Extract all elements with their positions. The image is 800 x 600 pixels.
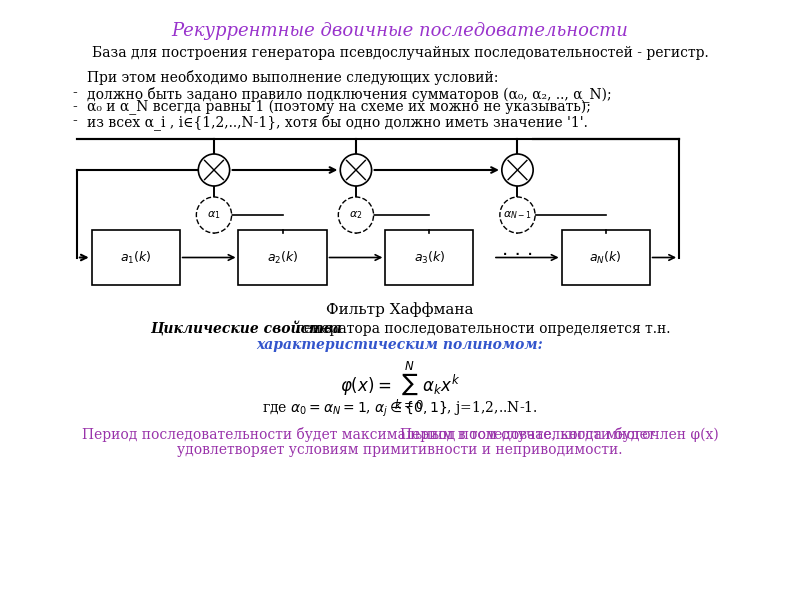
Text: α₀ и α_N всегда равны 1 (поэтому на схеме их можно не указывать);: α₀ и α_N всегда равны 1 (поэтому на схем… <box>86 100 590 115</box>
Bar <box>562 230 650 285</box>
Text: $a_2(k)$: $a_2(k)$ <box>266 250 298 266</box>
Text: При этом необходимо выполнение следующих условий:: При этом необходимо выполнение следующих… <box>86 70 498 85</box>
Circle shape <box>196 197 232 233</box>
Text: Циклические свойства: Циклические свойства <box>150 322 342 337</box>
Text: База для построения генератора псевдослучайных последовательностей - регистр.: База для построения генератора псевдослу… <box>92 46 708 60</box>
Text: Период последовательности будет: Период последовательности будет <box>400 427 660 442</box>
Circle shape <box>340 154 372 186</box>
Text: характеристическим полиномом:: характеристическим полиномом: <box>257 338 543 352</box>
Text: $a_N(k)$: $a_N(k)$ <box>590 250 622 266</box>
Text: -: - <box>72 86 77 100</box>
Text: генератора последовательности определяется т.н.: генератора последовательности определяет… <box>292 322 671 336</box>
Text: должно быть задано правило подключения сумматоров (α₀, α₂, .., α_N);: должно быть задано правило подключения с… <box>86 86 611 102</box>
Text: $\varphi(x) = \sum_{k=0}^{N} \alpha_k x^k$: $\varphi(x) = \sum_{k=0}^{N} \alpha_k x^… <box>340 360 460 412</box>
Bar <box>386 230 474 285</box>
Text: -: - <box>72 114 77 128</box>
Text: Рекуррентные двоичные последовательности: Рекуррентные двоичные последовательности <box>171 22 629 40</box>
Text: · · ·: · · · <box>502 246 533 265</box>
Text: $\alpha_1$: $\alpha_1$ <box>207 209 221 221</box>
Text: $a_3(k)$: $a_3(k)$ <box>414 250 445 266</box>
Text: из всех α_i , i∈{1,2,..,N-1}, хотя бы одно должно иметь значение '1'.: из всех α_i , i∈{1,2,..,N-1}, хотя бы од… <box>86 114 587 130</box>
Text: $a_1(k)$: $a_1(k)$ <box>120 250 151 266</box>
Circle shape <box>500 197 535 233</box>
Bar <box>91 230 180 285</box>
Bar <box>238 230 326 285</box>
Text: $\alpha_{N-1}$: $\alpha_{N-1}$ <box>503 209 532 221</box>
Text: $\alpha_2$: $\alpha_2$ <box>350 209 362 221</box>
Circle shape <box>502 154 533 186</box>
Circle shape <box>338 197 374 233</box>
Text: где $\alpha_0=\alpha_N=1$, $\alpha_j \in \{0,1\}$, j=1,2,..N-1.: где $\alpha_0=\alpha_N=1$, $\alpha_j \in… <box>262 400 538 419</box>
Text: Период последовательности будет максимальным в том случае, когда многочлен φ(x): Период последовательности будет максимал… <box>82 427 718 442</box>
Circle shape <box>198 154 230 186</box>
Text: -: - <box>72 100 77 114</box>
Text: удовлетворяет условиям примитивности и неприводимости.: удовлетворяет условиям примитивности и н… <box>178 443 622 457</box>
Text: Фильтр Хаффмана: Фильтр Хаффмана <box>326 302 474 317</box>
